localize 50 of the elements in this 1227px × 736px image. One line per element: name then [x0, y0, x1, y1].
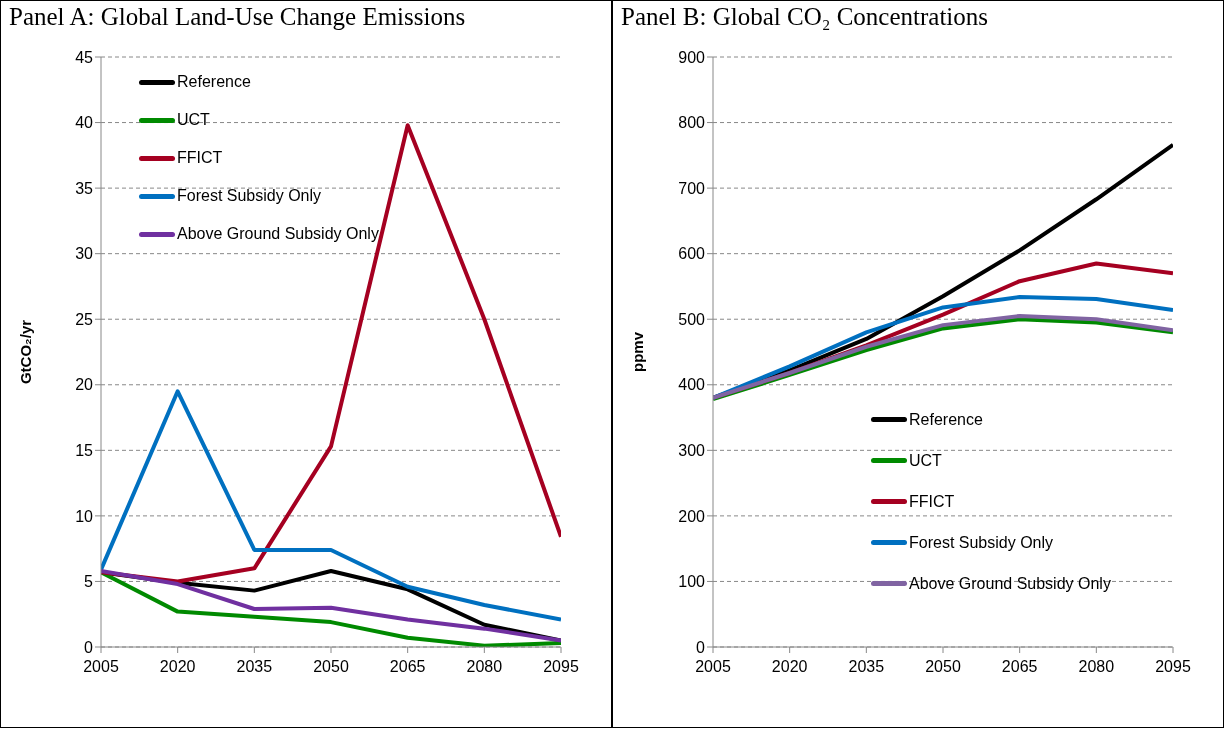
legend-label: Above Ground Subsidy Only	[177, 225, 379, 243]
legend-label: FFICT	[909, 492, 955, 511]
x-tick-label: 2065	[1001, 658, 1038, 676]
y-tick-label: 400	[678, 376, 706, 394]
legend-label: UCT	[177, 111, 210, 129]
x-tick-label: 2035	[236, 658, 273, 676]
y-tick-label: 5	[84, 573, 94, 591]
y-tick-label: 200	[678, 507, 706, 525]
y-tick-label: 20	[75, 376, 94, 394]
y-tick-label: 25	[75, 310, 94, 328]
y-tick-label: 40	[75, 114, 94, 132]
legend-label: UCT	[909, 451, 942, 470]
x-tick-label: 2095	[1155, 658, 1191, 676]
legend-label: FFICT	[177, 149, 223, 167]
x-tick-label: 2020	[771, 658, 808, 676]
x-tick-label: 2035	[848, 658, 885, 676]
x-tick-label: 2065	[389, 658, 426, 676]
y-tick-label: 100	[678, 573, 706, 591]
y-tick-label: 30	[75, 245, 94, 263]
chart-title: Panel B: Global CO₂ Concentrations	[620, 2, 989, 32]
y-tick-label: 15	[75, 442, 94, 460]
line-series	[101, 389, 561, 622]
y-axis-title: GtCO₂/yr	[17, 319, 35, 385]
y-tick-label: 35	[75, 179, 94, 197]
y-tick-label: 45	[75, 48, 94, 66]
x-tick-label: 2050	[925, 658, 961, 676]
chart-title: Panel A: Global Land-Use Change Emissions	[8, 2, 467, 32]
legend-label: Reference	[177, 73, 251, 91]
x-tick-label: 2095	[543, 658, 579, 676]
y-tick-label: 0	[696, 638, 706, 656]
legend-label: Reference	[909, 410, 983, 429]
y-tick-label: 0	[84, 638, 94, 656]
x-tick-label: 2005	[83, 658, 119, 676]
x-tick-label: 2005	[695, 658, 731, 676]
y-axis-title: ppmv	[629, 331, 647, 373]
legend-label: Forest Subsidy Only	[909, 533, 1054, 552]
y-tick-label: 900	[678, 48, 706, 66]
line-series	[101, 123, 561, 584]
y-tick-label: 800	[678, 114, 706, 132]
x-tick-label: 2050	[313, 658, 349, 676]
x-tick-label: 2080	[1078, 658, 1115, 676]
x-tick-label: 2020	[159, 658, 196, 676]
x-tick-label: 2080	[466, 658, 503, 676]
y-tick-label: 500	[678, 310, 706, 328]
legend-label: Forest Subsidy Only	[177, 187, 322, 205]
y-tick-label: 300	[678, 442, 706, 460]
y-tick-label: 10	[75, 507, 94, 525]
legend-label: Above Ground Subsidy Only	[909, 574, 1111, 593]
y-tick-label: 600	[678, 245, 706, 263]
y-tick-label: 700	[678, 179, 706, 197]
